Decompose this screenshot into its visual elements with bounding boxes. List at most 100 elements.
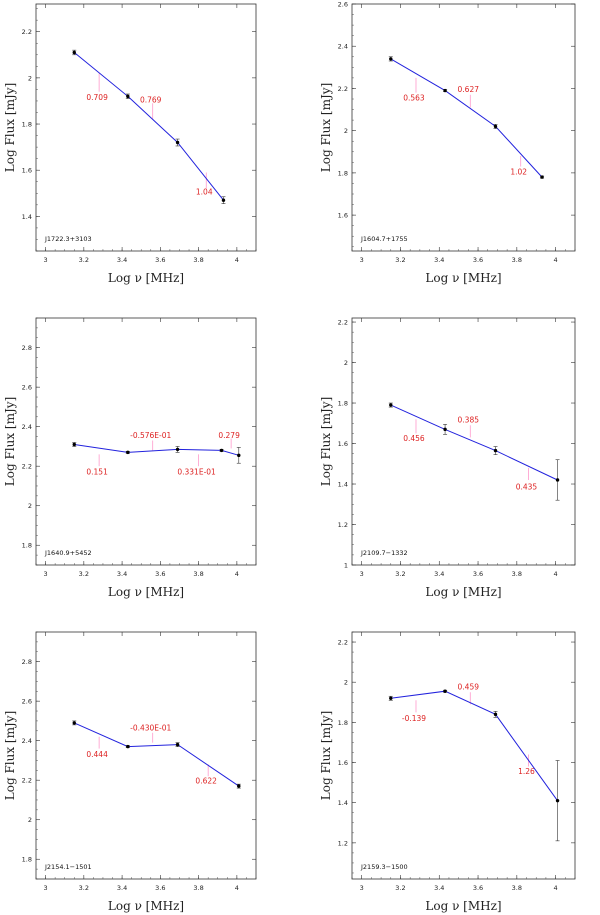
x-axis-title: Log ν [MHz]: [108, 585, 184, 599]
data-point: [72, 721, 76, 725]
y-tick-label: 2.2: [338, 319, 348, 327]
y-tick-label: 2.2: [338, 639, 348, 647]
x-tick-label: 3.6: [473, 570, 483, 578]
x-tick-label: 3: [43, 570, 47, 578]
spectrum-line: [390, 690, 558, 801]
chart-panel-2: 3 3.2 3.4 3.6 3.8 4 1.6 1.8 2 2.2 2.4 2.6 Log ν [MHz…: [319, 1, 576, 285]
spectral-index-label: 0.627: [458, 85, 480, 94]
spectrum-line: [73, 52, 224, 201]
spectral-index-label: 0.444: [86, 750, 108, 759]
data-point: [493, 124, 498, 129]
x-tick-label: 3.6: [473, 884, 483, 892]
y-tick-label: 1.8: [338, 169, 348, 177]
x-axis-title: Log ν [MHz]: [108, 271, 184, 285]
x-tick-label: 3.2: [79, 570, 89, 578]
data-point: [389, 57, 393, 61]
spectral-index-label: 0.279: [218, 431, 240, 440]
x-axis-title: Log ν [MHz]: [108, 899, 184, 913]
y-tick-label: 1: [344, 562, 348, 570]
x-tick-label: 3.2: [79, 256, 89, 264]
x-tick-label: 3.6: [155, 570, 165, 578]
x-tick-label: 3.8: [193, 884, 203, 892]
spectral-index-label: -0.139: [402, 714, 426, 723]
y-tick-label: 2.8: [22, 658, 32, 666]
x-tick-label: 3.6: [155, 256, 165, 264]
y-tick-label: 2.4: [338, 43, 348, 51]
y-tick-label: 1.4: [338, 481, 348, 489]
x-tick-label: 4: [235, 570, 239, 578]
y-tick-label: 2: [28, 502, 32, 510]
data-point: [72, 442, 76, 447]
plot-frame: [351, 3, 576, 252]
data-point: [389, 403, 393, 407]
x-tick-label: 3.4: [434, 256, 444, 264]
x-tick-label: 3.6: [155, 884, 165, 892]
source-label: J1604.7+1755: [360, 235, 408, 243]
y-tick-label: 1.6: [338, 212, 348, 220]
y-tick-label: 2.6: [22, 384, 32, 392]
spectral-index-label: 1.04: [196, 188, 213, 197]
source-label: J2109.7−1332: [360, 549, 408, 557]
y-tick-label: 2.2: [22, 777, 32, 785]
data-point: [540, 175, 544, 179]
x-tick-label: 3.8: [193, 570, 203, 578]
spectral-index-label: 0.435: [516, 483, 538, 492]
spectrum-line: [390, 58, 543, 178]
data-point: [443, 689, 447, 693]
x-tick-label: 3.8: [512, 884, 522, 892]
y-tick-label: 1.8: [338, 719, 348, 727]
data-point: [126, 744, 130, 749]
y-tick-label: 2.2: [22, 463, 32, 471]
source-label: J1722.3+3103: [44, 235, 92, 243]
x-tick-label: 4: [235, 256, 239, 264]
y-axis-title: Log Flux [mJy]: [3, 397, 17, 487]
y-tick-label: 2.2: [22, 28, 32, 36]
data-point: [126, 450, 130, 455]
x-tick-label: 3.2: [395, 570, 405, 578]
data-point: [175, 140, 180, 145]
spectral-index-label: 0.622: [195, 777, 217, 786]
x-tick-label: 3: [43, 884, 47, 892]
x-tick-label: 3.4: [434, 570, 444, 578]
x-tick-label: 3: [43, 256, 47, 264]
data-point: [175, 742, 180, 747]
spectral-index-label: 0.385: [458, 416, 480, 425]
data-point: [126, 94, 130, 99]
y-axis-title: Log Flux [mJy]: [3, 711, 17, 801]
data-point: [443, 427, 447, 432]
y-tick-label: 2.4: [22, 737, 32, 745]
y-tick-label: 2.4: [22, 423, 32, 431]
y-tick-label: 2: [28, 816, 32, 824]
data-point: [443, 88, 447, 93]
y-tick-label: 1.2: [338, 521, 348, 529]
data-point: [237, 784, 241, 788]
x-tick-label: 3.2: [79, 884, 89, 892]
y-tick-label: 1.8: [22, 121, 32, 129]
source-label: J2154.1−1501: [44, 863, 92, 871]
x-tick-label: 4: [554, 570, 558, 578]
y-tick-label: 1.6: [338, 440, 348, 448]
y-tick-label: 2.2: [338, 85, 348, 93]
data-point: [389, 696, 393, 700]
y-axis-title: Log Flux [mJy]: [319, 397, 333, 487]
y-axis-title: Log Flux [mJy]: [319, 83, 333, 173]
plot-frame: [35, 631, 257, 880]
chart-panel-1: 3 3.2 3.4 3.6 3.8 4 1.4 1.6 1.8 2 2.2 Log ν [MHz] Lo…: [3, 3, 257, 285]
spectral-index-label: 1.26: [518, 767, 535, 776]
data-point: [555, 798, 560, 803]
spectral-index-label: 1.02: [510, 167, 527, 176]
y-tick-label: 2: [344, 127, 348, 135]
y-tick-label: 2.6: [338, 1, 348, 9]
x-tick-label: 3.2: [395, 884, 405, 892]
x-tick-label: 3.2: [395, 256, 405, 264]
data-point: [72, 50, 76, 55]
x-tick-label: 4: [235, 884, 239, 892]
x-tick-label: 3.4: [117, 884, 127, 892]
data-point: [175, 447, 180, 452]
x-tick-label: 3: [360, 256, 364, 264]
data-point: [219, 448, 224, 453]
x-axis-title: Log ν [MHz]: [425, 271, 501, 285]
x-tick-label: 3.6: [473, 256, 483, 264]
y-tick-label: 1.8: [22, 856, 32, 864]
